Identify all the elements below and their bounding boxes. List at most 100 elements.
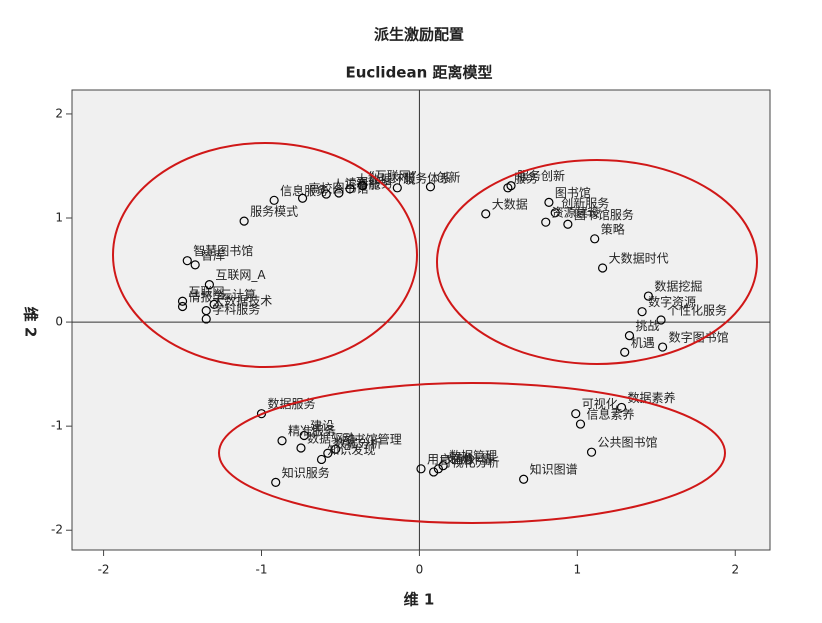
point-label: 数字资源	[648, 294, 696, 309]
point	[416, 464, 426, 474]
point	[425, 182, 436, 192]
point	[296, 443, 306, 453]
y-tick-label: 0	[55, 315, 63, 329]
point-label: 大数据技术	[212, 293, 272, 308]
point-label: 智慧图书馆	[193, 243, 253, 258]
point-label: 机遇	[631, 336, 655, 350]
point-label: 挑战	[635, 319, 659, 333]
point	[269, 195, 279, 205]
point-label: 可视化	[582, 396, 618, 411]
point-label: 图书馆服务	[574, 207, 634, 222]
point-label: 文献计量	[444, 451, 492, 466]
point-label: 数据管理	[449, 448, 497, 463]
point-label: 数字图书馆	[669, 330, 729, 345]
point-label: 大数据	[492, 196, 528, 211]
point	[204, 280, 214, 290]
x-tick-label: 1	[574, 563, 582, 577]
point-label: 大数据时代	[609, 250, 669, 265]
y-tick-label: -2	[51, 523, 63, 537]
point-label: 数据驱动	[307, 431, 355, 446]
point-label: 高校图书馆	[309, 181, 369, 196]
point	[429, 467, 439, 477]
point-label: 策略	[601, 221, 625, 236]
point-label: 互联网_A	[215, 268, 266, 282]
point-label: 精准服务	[288, 423, 336, 438]
x-axis-label: 维 1	[404, 591, 435, 609]
point-label: 数据挖掘	[654, 279, 702, 294]
point	[544, 197, 554, 207]
y-tick-label: 1	[55, 211, 63, 225]
point	[586, 447, 597, 457]
point-label: 建设	[310, 419, 334, 433]
cluster-ellipse	[436, 159, 758, 365]
point	[503, 183, 513, 193]
annotation-ellipses	[112, 142, 758, 524]
point-label: 可视化分析	[440, 454, 500, 469]
point-label: 公共图书馆	[598, 435, 658, 450]
point	[256, 409, 267, 419]
point	[239, 216, 249, 226]
point-label: 图书馆	[555, 185, 591, 200]
chart-title: 派生激励配置	[374, 26, 464, 44]
point	[550, 208, 560, 218]
point	[637, 307, 647, 317]
point-label: 服务体系	[403, 170, 451, 185]
point-label: 服务	[514, 170, 538, 185]
point	[481, 209, 491, 219]
point-label: 服务模式	[250, 204, 298, 219]
point	[190, 260, 200, 270]
chart-subtitle: Euclidean 距离模型	[345, 64, 492, 82]
y-tick-label: 2	[55, 106, 63, 120]
point-label: “互联网”	[369, 169, 417, 183]
point-label: 互联网	[189, 285, 225, 299]
point-label: 云计算	[220, 287, 256, 302]
point	[519, 474, 529, 484]
point	[656, 315, 666, 325]
point	[357, 181, 368, 191]
point-label: 知识图谱	[530, 463, 578, 477]
point	[177, 296, 188, 306]
point	[616, 402, 627, 413]
point	[563, 219, 573, 229]
point	[643, 291, 654, 301]
x-tick-label: 2	[731, 563, 739, 577]
point-label: 创新服务	[561, 195, 609, 210]
x-tick-label: -2	[98, 563, 110, 577]
cluster-ellipse	[112, 142, 418, 368]
point	[297, 193, 308, 203]
point	[598, 263, 608, 273]
point	[624, 331, 635, 341]
point	[316, 454, 327, 465]
y-axis-label: 维 2	[22, 307, 40, 338]
x-tick-label: 0	[416, 563, 424, 577]
point	[321, 189, 331, 199]
point	[177, 301, 188, 312]
point-label: 信息服务	[280, 183, 328, 198]
point	[620, 347, 630, 357]
point	[345, 184, 355, 194]
point	[541, 217, 551, 227]
point-label: 数据分析	[334, 436, 382, 451]
cluster-ellipse	[218, 382, 726, 524]
point	[201, 314, 211, 324]
point	[658, 342, 668, 352]
point	[331, 444, 341, 454]
point	[277, 436, 287, 446]
point-label: 知识服务	[282, 465, 330, 480]
point-label: 图书馆管理	[342, 432, 402, 447]
point-label: 信息素养	[586, 407, 634, 422]
point	[271, 477, 281, 487]
point-label: 知识发现	[328, 442, 376, 457]
y-tick-label: -1	[51, 419, 63, 433]
point	[575, 419, 586, 429]
plot-layer: -2 -1 0 1 2-2-1012信息服务高校图书馆人工智能读者服务大数据环境“互联网…	[51, 90, 770, 577]
point-label: 资源建设	[552, 206, 600, 220]
point	[299, 430, 309, 441]
point-label: 个性化服务	[667, 303, 727, 318]
point	[209, 299, 219, 309]
point	[571, 409, 581, 419]
point	[438, 461, 448, 471]
point-label: 服务创新	[517, 168, 565, 183]
point	[182, 256, 192, 266]
